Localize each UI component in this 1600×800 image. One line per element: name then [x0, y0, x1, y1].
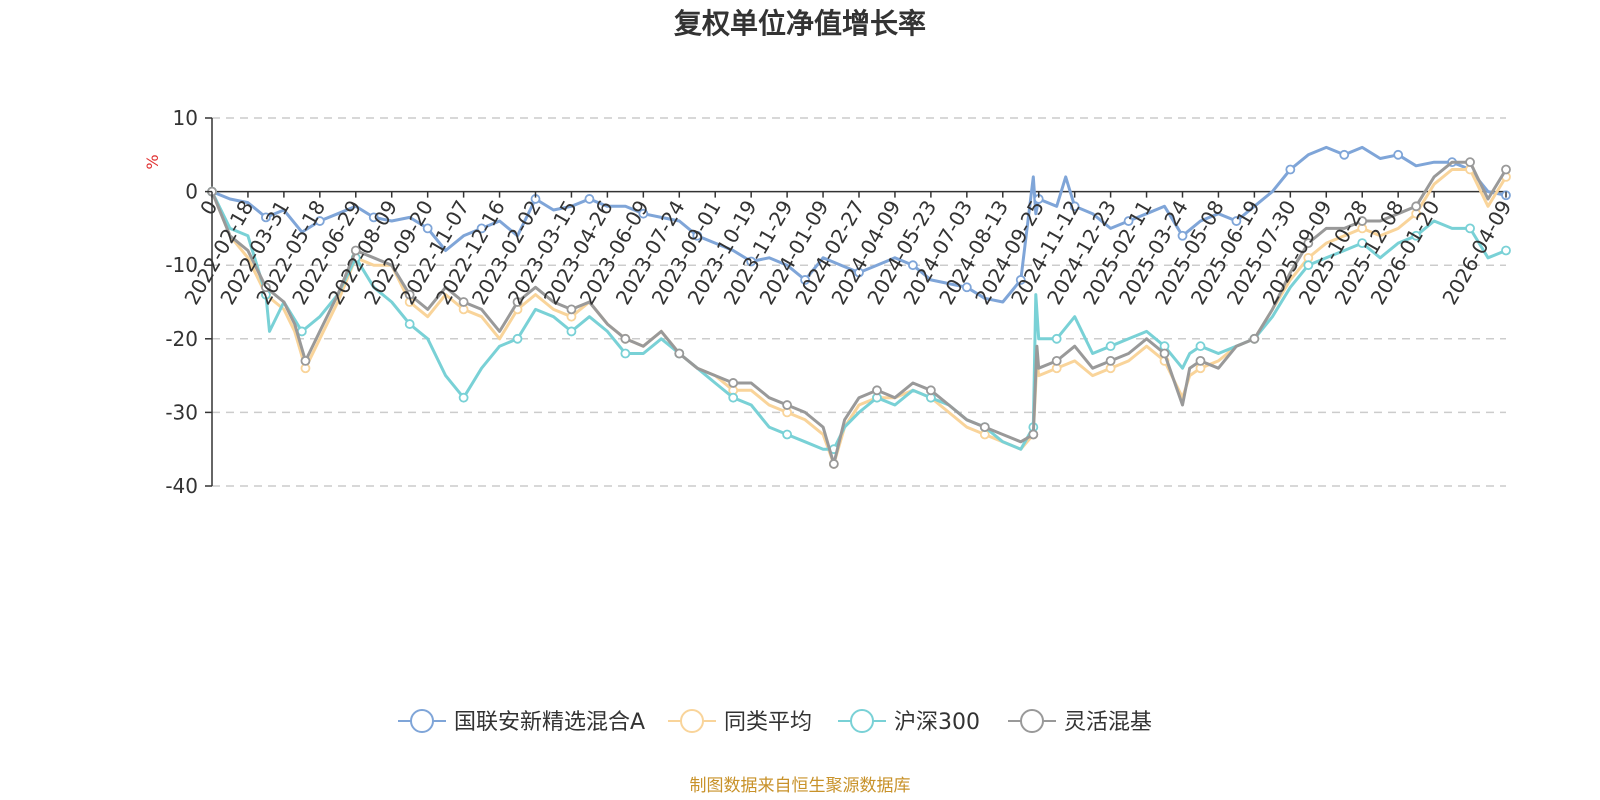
legend-item-1[interactable]: 国联安新精选混合A	[398, 709, 645, 735]
data-point	[1231, 216, 1242, 226]
y-tick-label: -30	[165, 400, 198, 424]
data-point	[728, 392, 739, 403]
data-point	[566, 326, 577, 337]
data-point	[1105, 341, 1116, 352]
data-point	[800, 275, 810, 285]
legend-label: 沪深300	[894, 710, 980, 735]
data-point	[674, 348, 685, 359]
data-point	[1411, 201, 1422, 212]
data-source-note: 制图数据来自恒生聚源数据库	[690, 776, 911, 796]
series-line	[210, 190, 1508, 451]
data-point	[1501, 164, 1511, 175]
data-point	[620, 348, 631, 359]
data-point	[1177, 230, 1188, 241]
data-point	[1501, 245, 1511, 256]
legend-marker-icon	[410, 709, 434, 733]
data-point	[1015, 275, 1026, 285]
data-point	[638, 208, 649, 219]
data-point	[314, 216, 325, 226]
data-point	[1195, 355, 1206, 366]
data-point	[584, 194, 595, 204]
data-point	[368, 212, 379, 223]
data-point	[782, 400, 793, 410]
chart-title: 复权单位净值增长率	[674, 7, 926, 40]
data-point	[300, 355, 311, 366]
data-point	[566, 304, 577, 315]
data-point	[476, 223, 487, 234]
legend-marker-icon	[850, 709, 874, 733]
y-tick-label: -10	[165, 253, 198, 277]
data-point	[746, 256, 757, 267]
data-point	[404, 289, 415, 300]
y-tick-label: 0	[185, 180, 198, 204]
data-point	[1303, 238, 1314, 249]
data-point	[828, 459, 839, 469]
data-point	[350, 245, 361, 256]
x-axis-ticks: 02022-02-182022-03-312022-05-182022-06-2…	[179, 191, 1516, 309]
data-point	[1339, 149, 1350, 160]
data-point	[1195, 341, 1206, 352]
y-tick-label: -40	[165, 474, 198, 498]
legend-item-4[interactable]: 灵活混基	[1008, 709, 1152, 735]
data-point	[1393, 149, 1404, 160]
data-point	[512, 297, 523, 307]
data-point	[1285, 164, 1296, 175]
data-point	[1465, 223, 1475, 234]
data-point	[1357, 216, 1368, 226]
data-point	[1249, 333, 1260, 344]
legend[interactable]: 国联安新精选混合A 同类平均 沪深300 灵活混基	[398, 709, 1152, 735]
data-point	[908, 260, 918, 271]
y-axis-ticks: 10 0 -10 -20 -30 -40	[165, 106, 212, 498]
legend-marker-icon	[680, 709, 704, 733]
data-point	[979, 422, 990, 433]
data-point	[1123, 216, 1134, 226]
legend-item-2[interactable]: 同类平均	[668, 709, 812, 735]
legend-marker-icon	[1020, 709, 1044, 733]
data-point	[1105, 355, 1116, 366]
legend-label: 国联安新精选混合A	[454, 710, 645, 735]
data-point	[1411, 230, 1422, 241]
data-point	[422, 223, 433, 234]
y-axis-unit: %	[143, 154, 162, 169]
series-lines	[207, 145, 1511, 469]
data-point	[620, 333, 631, 344]
y-tick-label: 10	[173, 106, 198, 130]
data-point	[854, 267, 864, 278]
series-1	[207, 145, 1511, 304]
data-point	[872, 385, 882, 396]
data-point	[1303, 260, 1314, 271]
data-point	[458, 392, 469, 403]
legend-label: 同类平均	[724, 710, 812, 735]
data-point	[961, 282, 972, 293]
data-point	[728, 378, 739, 388]
data-point	[512, 333, 523, 344]
data-point	[261, 282, 271, 293]
data-point	[692, 230, 703, 241]
data-point	[1357, 238, 1368, 249]
data-point	[1069, 201, 1080, 212]
data-point	[1028, 429, 1039, 440]
legend-label: 灵活混基	[1064, 710, 1152, 735]
data-point	[1051, 333, 1062, 344]
data-point	[782, 429, 793, 440]
data-point	[404, 319, 415, 329]
data-point	[261, 212, 271, 223]
series-line	[210, 160, 1508, 466]
y-tick-label: -20	[165, 327, 198, 351]
data-point	[925, 385, 936, 396]
data-point	[1465, 157, 1475, 168]
data-point	[458, 297, 469, 307]
data-point	[1159, 348, 1170, 359]
legend-item-3[interactable]: 沪深300	[838, 709, 980, 735]
series-line	[210, 145, 1508, 304]
x-tick-label: 0	[195, 196, 222, 219]
data-point	[1051, 355, 1062, 366]
